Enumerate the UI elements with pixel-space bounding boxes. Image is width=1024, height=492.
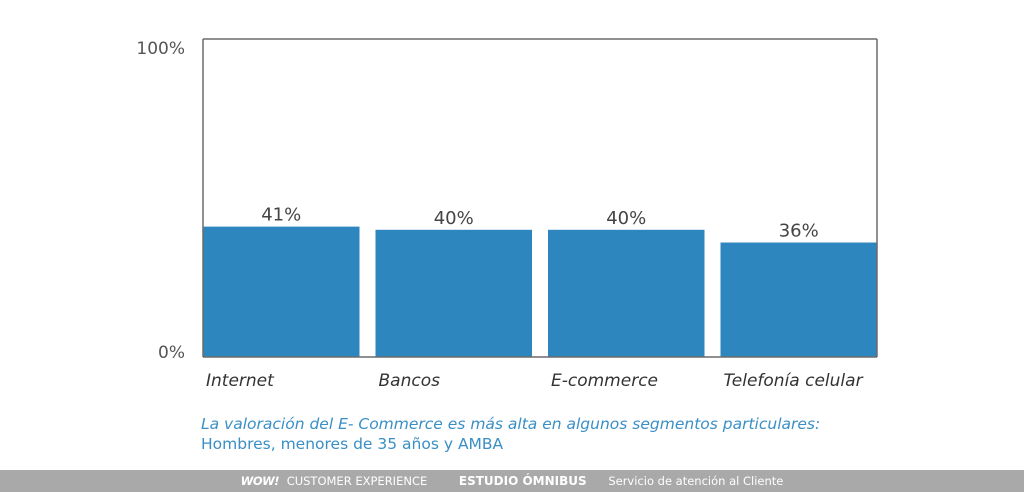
footer-service-label: Servicio de atención al Cliente xyxy=(608,474,784,488)
bar-value-label-2: 40% xyxy=(434,208,474,229)
y-tick-label-min: 0% xyxy=(158,343,185,363)
chart-caption: La valoración del E- Commerce es más alt… xyxy=(201,414,820,454)
category-label-3: E-commerce xyxy=(551,371,658,391)
footer-logo: WOW! xyxy=(240,474,280,488)
bar-value-label-1: 41% xyxy=(261,205,301,226)
footer-study-title: ESTUDIO ÓMNIBUS xyxy=(458,474,587,488)
footer-bar: WOW! CUSTOMER EXPERIENCE ESTUDIO ÓMNIBUS… xyxy=(0,470,1024,492)
category-label-1: Internet xyxy=(206,371,275,391)
y-tick-label-max: 100% xyxy=(136,39,185,59)
caption-line-2: Hombres, menores de 35 años y AMBA xyxy=(201,435,504,453)
bar-value-label-3: 40% xyxy=(606,208,646,229)
bar-value-label-4: 36% xyxy=(779,221,819,242)
category-label-4: Telefonía celular xyxy=(724,371,864,391)
footer-brand: CUSTOMER EXPERIENCE xyxy=(286,474,428,488)
category-label-2: Bancos xyxy=(379,371,441,391)
bar-3 xyxy=(548,229,705,357)
bar-2 xyxy=(375,229,532,357)
bar-chart: 41% 40% 40% 36% 100% 0% Internet Bancos E-com… xyxy=(136,38,878,391)
bar-4 xyxy=(720,242,877,357)
bar-1 xyxy=(203,226,360,357)
caption-line-1: La valoración del E- Commerce es más alt… xyxy=(201,415,821,433)
